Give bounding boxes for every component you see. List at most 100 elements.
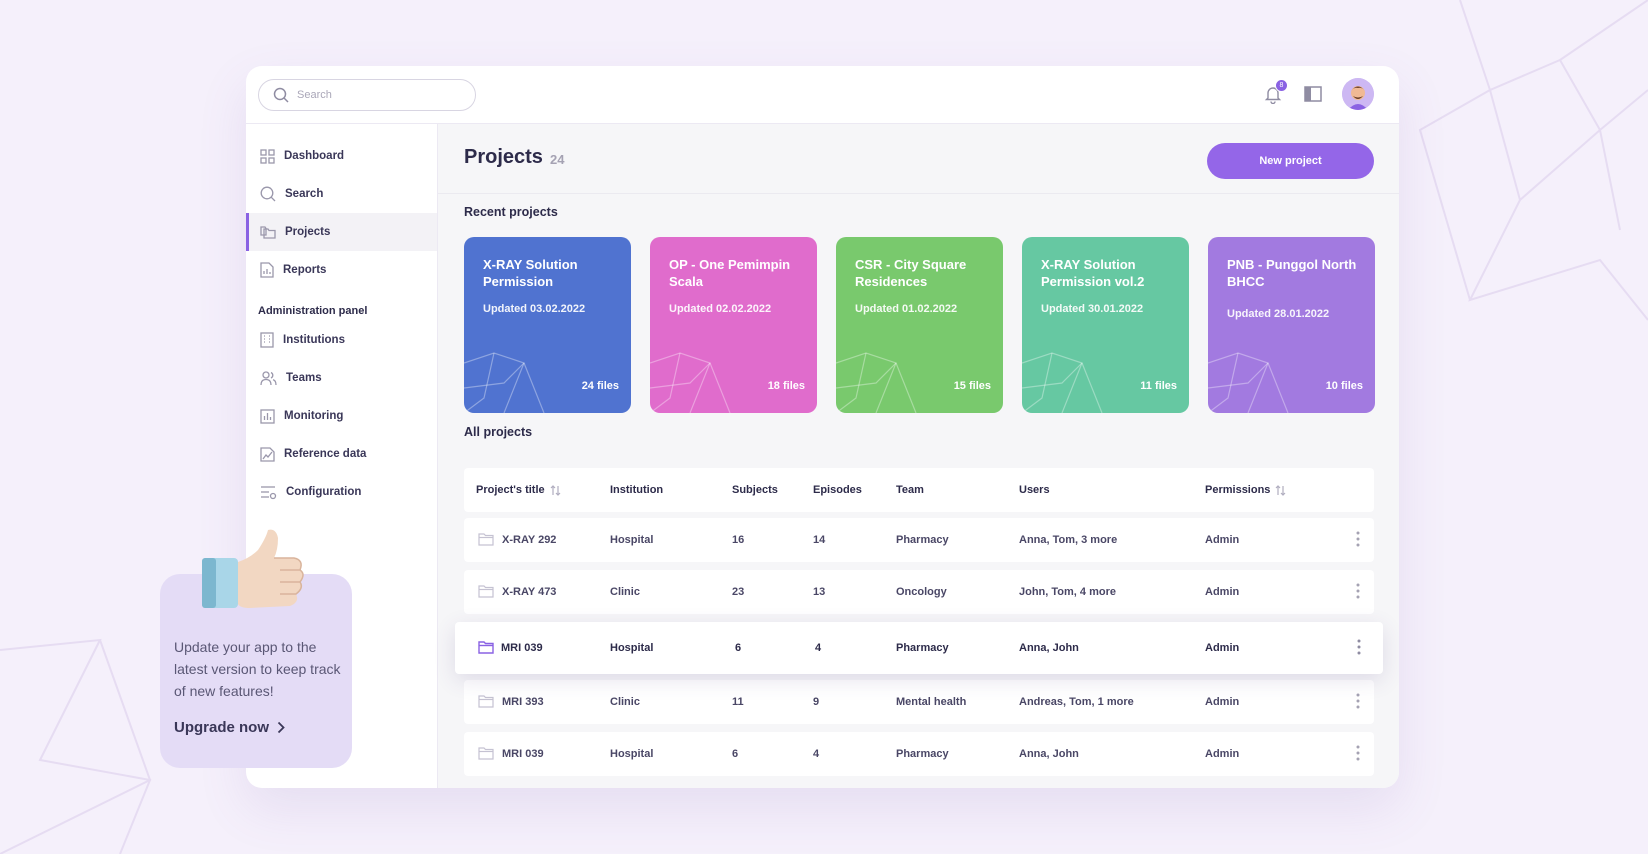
column-header-users: Users [1019, 484, 1050, 496]
cell-team: Pharmacy [896, 642, 949, 654]
cell-users: Andreas, Tom, 1 more [1019, 696, 1134, 708]
all-projects-title: All projects [464, 425, 533, 439]
sidebar-item-label: Configuration [286, 486, 362, 498]
sidebar: Dashboard Search Projects Reports Admini… [246, 124, 438, 788]
table-row-selected[interactable]: MRI 039 Hospital 6 4 Pharmacy Anna, John… [455, 622, 1383, 674]
card-files: 18 files [767, 380, 805, 392]
cell-subjects: 23 [732, 586, 745, 598]
grid-icon [260, 148, 275, 164]
more-options-icon[interactable] [1356, 582, 1360, 600]
card-decoration [1208, 352, 1289, 413]
upgrade-now-label: Upgrade now [174, 719, 270, 736]
sidebar-item-monitoring[interactable]: Monitoring [246, 397, 437, 435]
page-title: Projects [464, 146, 543, 168]
cell-episodes: 14 [813, 534, 826, 546]
sidebar-item-label: Monitoring [284, 410, 344, 422]
card-decoration [650, 352, 731, 413]
page-header: Projects 24 New project [438, 124, 1399, 194]
folder-icon [478, 533, 494, 546]
cell-users: John, Tom, 4 more [1019, 586, 1116, 598]
card-title: X-RAY Solution Permission [483, 257, 578, 289]
notifications-button[interactable]: 8 [1262, 79, 1288, 105]
table-row[interactable]: X-RAY 473 Clinic 23 13 Oncology John, To… [464, 570, 1374, 614]
sidebar-item-institutions[interactable]: Institutions [246, 321, 437, 359]
sidebar-item-dashboard[interactable]: Dashboard [246, 137, 437, 175]
sidebar-item-label: Institutions [283, 334, 345, 346]
panel-toggle-icon[interactable] [1304, 86, 1322, 102]
app-window: 8 Dashboard Search Projects Reports Admi… [246, 66, 1399, 788]
main-content: Projects 24 New project Recent projects … [438, 124, 1399, 788]
search-icon [260, 186, 276, 202]
project-card[interactable]: X-RAY Solution Permission vol.2 Updated … [1022, 237, 1189, 413]
card-updated: Updated 02.02.2022 [669, 303, 772, 315]
cell-permissions: Admin [1205, 696, 1240, 708]
search-bar[interactable] [258, 79, 476, 111]
cell-institution: Clinic [610, 586, 640, 598]
sidebar-item-projects[interactable]: Projects [246, 213, 437, 251]
search-input[interactable] [297, 89, 457, 101]
cell-title: X-RAY 473 [502, 586, 557, 598]
recent-projects-title: Recent projects [464, 205, 558, 219]
more-options-icon[interactable] [1356, 530, 1360, 548]
cell-users: Anna, John [1019, 642, 1079, 654]
card-files: 24 files [581, 380, 619, 392]
report-icon [260, 262, 274, 278]
user-avatar-icon [1342, 78, 1374, 110]
new-project-button[interactable]: New project [1207, 143, 1374, 179]
folder-icon [478, 695, 494, 708]
more-options-icon[interactable] [1356, 692, 1360, 710]
card-updated: Updated 30.01.2022 [1041, 303, 1144, 315]
cell-title: X-RAY 292 [502, 534, 557, 546]
cell-subjects: 11 [732, 696, 744, 708]
sidebar-item-reference-data[interactable]: Reference data [246, 435, 437, 473]
cell-title: MRI 039 [502, 748, 544, 760]
project-card[interactable]: CSR - City Square Residences Updated 01.… [836, 237, 1003, 413]
promo-text: Update your app to the latest version to… [174, 639, 341, 699]
card-title: CSR - City Square Residences [855, 257, 967, 289]
avatar[interactable] [1342, 78, 1374, 110]
sort-icon[interactable] [550, 484, 561, 496]
cell-institution: Hospital [610, 642, 654, 654]
cell-subjects: 16 [732, 534, 745, 546]
card-files: 10 files [1325, 380, 1363, 392]
sidebar-item-teams[interactable]: Teams [246, 359, 437, 397]
folder-icon [478, 585, 494, 598]
image-chart-icon [260, 446, 275, 462]
folders-icon [260, 225, 276, 239]
cell-permissions: Admin [1205, 586, 1240, 598]
card-title: X-RAY Solution Permission vol.2 [1041, 257, 1145, 289]
cell-subjects: 6 [732, 748, 739, 760]
sidebar-item-reports[interactable]: Reports [246, 251, 437, 289]
cell-subjects: 6 [735, 642, 742, 654]
sidebar-item-label: Search [285, 188, 324, 200]
sidebar-item-search[interactable]: Search [246, 175, 437, 213]
project-card[interactable]: PNB - Punggol North BHCC Updated 28.01.2… [1208, 237, 1375, 413]
table-row[interactable]: MRI 393 Clinic 11 9 Mental health Andrea… [464, 680, 1374, 724]
users-icon [260, 370, 277, 385]
more-options-icon[interactable] [1357, 638, 1361, 656]
thumbs-up-icon [202, 529, 304, 608]
project-card[interactable]: X-RAY Solution Permission Updated 03.02.… [464, 237, 631, 413]
cell-team: Mental health [896, 696, 967, 708]
cell-episodes: 13 [813, 586, 826, 598]
column-header-title[interactable]: Project's title [476, 484, 561, 496]
sidebar-item-label: Dashboard [284, 150, 345, 162]
cell-permissions: Admin [1205, 748, 1240, 760]
cell-episodes: 4 [815, 642, 822, 654]
column-header-permissions[interactable]: Permissions [1205, 484, 1286, 496]
search-icon [273, 87, 289, 103]
column-header-team: Team [896, 484, 924, 496]
project-card[interactable]: OP - One Pemimpin Scala Updated 02.02.20… [650, 237, 817, 413]
card-decoration [464, 352, 545, 413]
sort-icon[interactable] [1275, 484, 1286, 496]
more-options-icon[interactable] [1356, 744, 1360, 762]
card-title: PNB - Punggol North BHCC [1227, 257, 1357, 289]
sidebar-item-configuration[interactable]: Configuration [246, 473, 437, 511]
cell-title: MRI 039 [501, 642, 543, 654]
table-row[interactable]: MRI 039 Hospital 6 4 Pharmacy Anna, John… [464, 732, 1374, 776]
building-icon [260, 332, 274, 348]
upgrade-now-link[interactable]: Upgrade now [174, 719, 285, 736]
sidebar-item-label: Projects [285, 226, 331, 238]
table-row[interactable]: X-RAY 292 Hospital 16 14 Pharmacy Anna, … [464, 518, 1374, 562]
card-updated: Updated 01.02.2022 [855, 303, 958, 315]
